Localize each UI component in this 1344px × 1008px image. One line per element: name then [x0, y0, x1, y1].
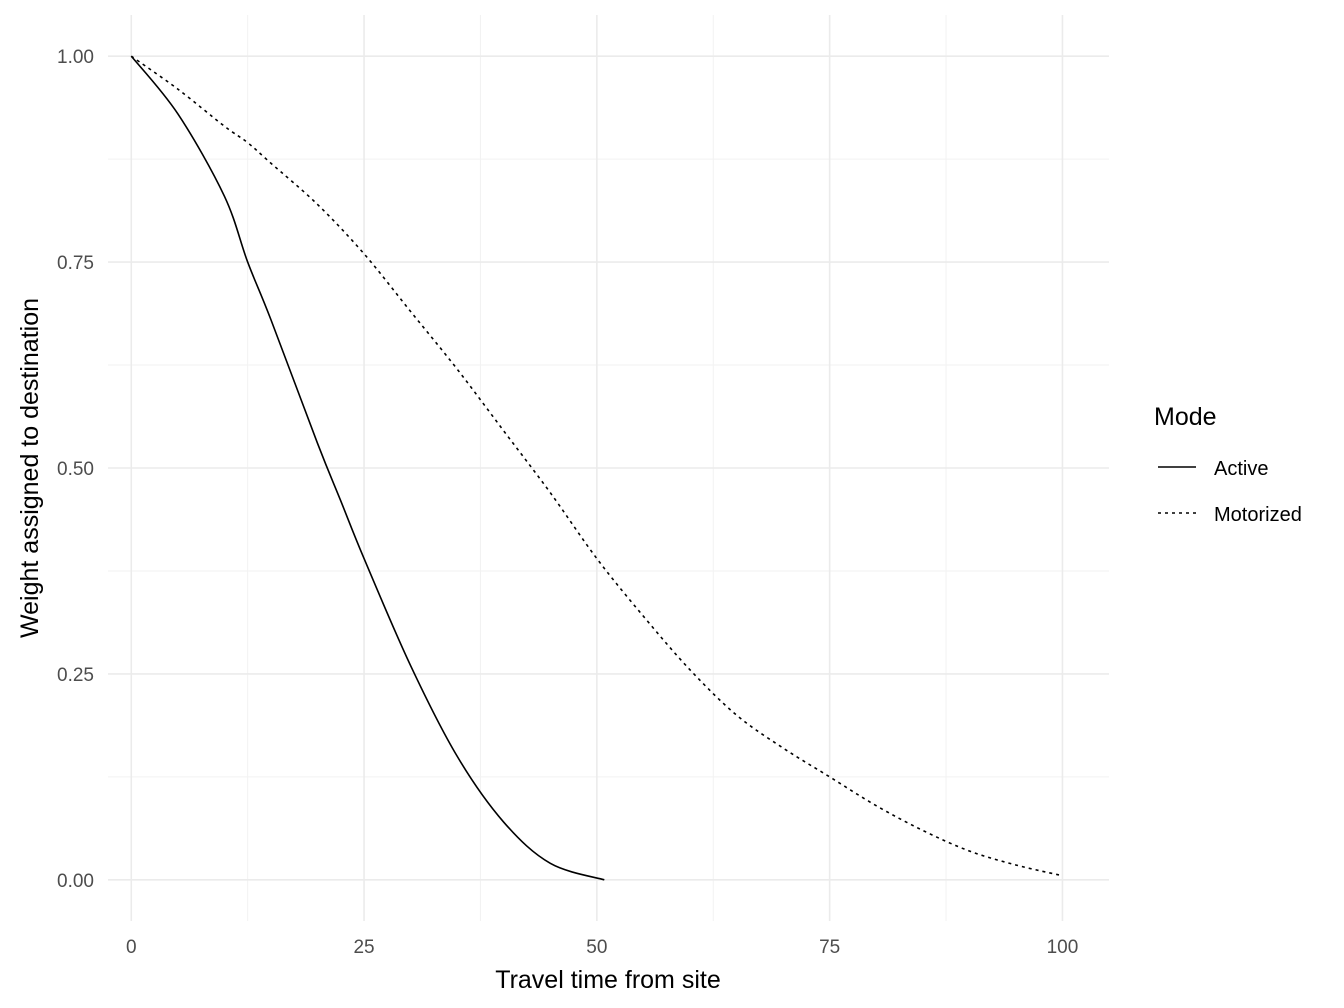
legend-title: Mode	[1154, 403, 1217, 431]
series-lines	[130, 55, 1063, 881]
legend-label-active: Active	[1214, 458, 1268, 480]
y-tick-label: 1.00	[57, 47, 94, 68]
x-tick-label: 25	[353, 937, 374, 958]
y-tick-label: 0.00	[57, 871, 94, 892]
x-axis-title: Travel time from site	[495, 966, 721, 994]
x-axis-tick-labels: 0 25 50 75 100	[126, 937, 1078, 958]
y-tick-label: 0.50	[57, 459, 94, 480]
x-tick-label: 0	[126, 937, 137, 958]
x-tick-label: 50	[586, 937, 607, 958]
minor-gridlines	[108, 15, 1109, 921]
legend-label-motorized: Motorized	[1214, 504, 1302, 526]
series-line-active	[130, 55, 605, 881]
y-tick-label: 0.75	[57, 253, 94, 274]
y-tick-label: 0.25	[57, 665, 94, 686]
legend: Mode Active Motorized	[1154, 403, 1302, 526]
y-axis-title: Weight assigned to destination	[16, 298, 44, 638]
y-axis-tick-labels: 0.00 0.25 0.50 0.75 1.00	[57, 47, 94, 892]
x-tick-label: 75	[819, 937, 840, 958]
x-tick-label: 100	[1047, 937, 1079, 958]
major-gridlines	[108, 15, 1109, 921]
